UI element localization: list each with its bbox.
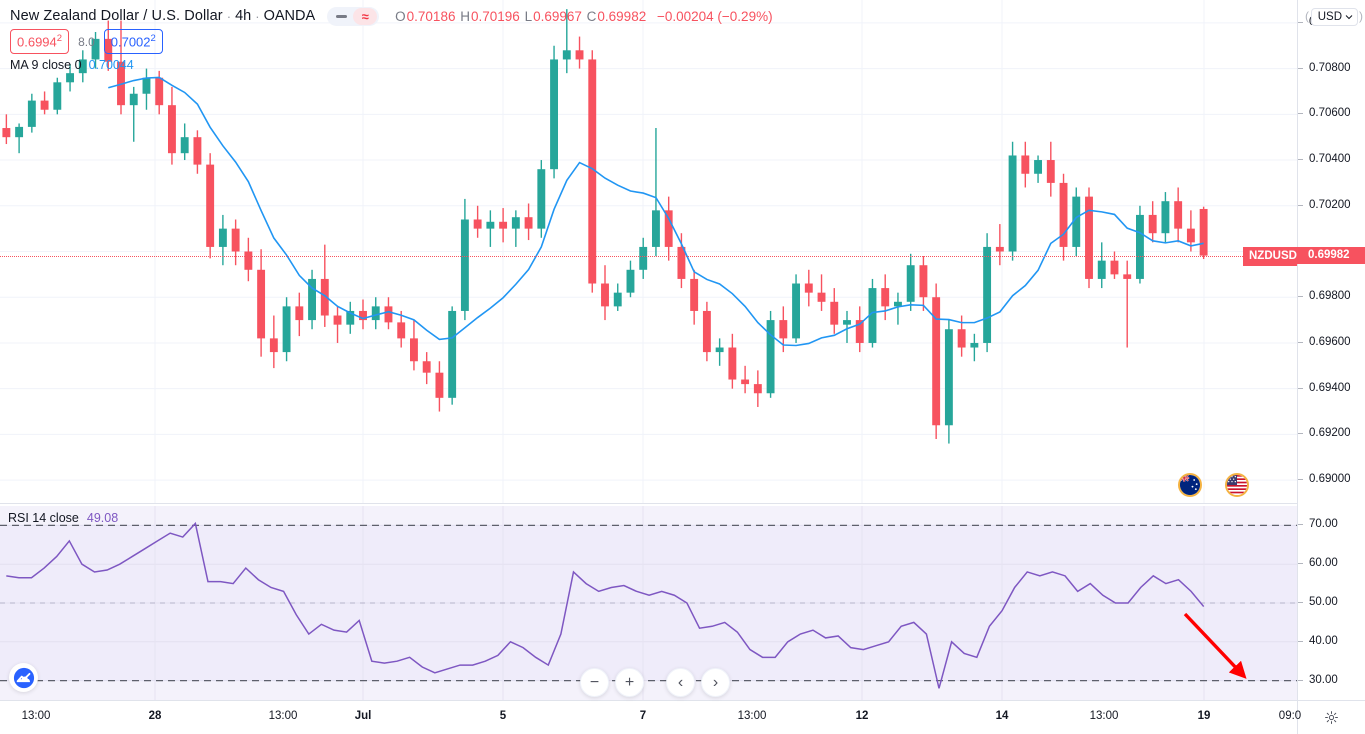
time-axis-tick: 14 <box>995 710 1009 722</box>
chart-cloud-icon <box>13 667 34 688</box>
chevron-down-icon <box>1345 15 1353 20</box>
price-tag-symbol: NZDUSD <box>1249 249 1297 262</box>
chart-legend: New Zealand Dollar / U.S. Dollar · 4h · … <box>10 6 774 72</box>
price-axis[interactable]: ( ) USD 0.710000.708000.706000.704000.70… <box>1297 0 1365 700</box>
price-axis-tick: 0.70600 <box>1298 107 1365 119</box>
currency-label: USD <box>1317 11 1342 23</box>
rsi-axis-tick: 50.00 <box>1298 596 1365 608</box>
time-axis-tick: Jul <box>354 710 372 722</box>
gear-icon <box>1325 711 1338 724</box>
time-axis-tick: 28 <box>148 710 162 722</box>
time-axis-tick: 19 <box>1197 710 1211 722</box>
legend-symbol-row: New Zealand Dollar / U.S. Dollar · 4h · … <box>10 6 774 26</box>
ohlc-values: O0.70186 H0.70196 L0.69967 C0.69982 −0.0… <box>395 9 773 24</box>
symbol-title[interactable]: New Zealand Dollar / U.S. Dollar <box>10 8 223 24</box>
time-axis-tick: 13:00 <box>268 710 298 722</box>
nz-flag-event-icon[interactable] <box>1178 473 1202 497</box>
chart-style-icon[interactable]: ≈ <box>353 7 378 25</box>
close-value: 0.69982 <box>597 8 647 24</box>
ask-value: 0.7002 <box>110 34 151 50</box>
time-axis[interactable]: 13:00 28 13:00 Jul 5 7 13:00 12 14 13:00 19 09:0 <box>0 700 1365 734</box>
time-axis-tick: 13:00 <box>1089 710 1119 722</box>
low-label: L <box>524 8 533 24</box>
rsi-pane[interactable] <box>0 506 1297 700</box>
ma-legend[interactable]: MA 9 close 0 0.70044 <box>10 58 774 72</box>
us-flag-glyph <box>1227 475 1247 495</box>
currency-selector[interactable]: USD <box>1310 8 1358 26</box>
high-value: 0.70196 <box>470 8 520 24</box>
high-label: H <box>460 8 470 24</box>
chart-nav-controls: − + ‹ › <box>580 668 730 697</box>
zoom-out-button[interactable]: − <box>580 668 609 697</box>
rsi-axis-tick: 40.00 <box>1298 635 1365 647</box>
title-separator-2: · <box>255 8 260 24</box>
price-axis-tick: 0.70800 <box>1298 62 1365 74</box>
current-price-axis-badge[interactable]: 0.69982 <box>1297 247 1365 265</box>
tradingview-logo-badge[interactable] <box>9 663 38 692</box>
time-axis-tick: 12 <box>855 710 869 722</box>
rsi-chart-svg <box>0 506 1297 700</box>
open-value: 0.70186 <box>406 8 456 24</box>
open-label: O <box>395 8 406 24</box>
rsi-axis-tick: 30.00 <box>1298 674 1365 686</box>
quote-row: 0.69942 8.0 0.70022 <box>10 29 774 54</box>
bid-value: 0.6994 <box>17 34 57 50</box>
pane-divider <box>0 503 1297 504</box>
change-value: −0.00204 (−0.29%) <box>656 8 773 24</box>
price-axis-tick: 0.70400 <box>1298 153 1365 165</box>
ma-legend-value: 0.70044 <box>88 58 134 72</box>
ask-price[interactable]: 0.70022 <box>103 29 163 54</box>
price-chart-svg <box>0 0 1297 503</box>
ask-sup: 2 <box>150 33 156 45</box>
rsi-legend[interactable]: RSI 14 close 49.08 <box>8 511 118 525</box>
price-axis-tick: 0.69600 <box>1298 336 1365 348</box>
zoom-in-button[interactable]: + <box>615 668 644 697</box>
close-label: C <box>586 8 597 24</box>
rsi-legend-label: RSI 14 close <box>8 511 79 525</box>
bid-price[interactable]: 0.69942 <box>10 29 70 54</box>
time-axis-tick: 5 <box>499 710 507 722</box>
current-price-line <box>0 255 1297 257</box>
exchange-label[interactable]: OANDA <box>263 8 316 24</box>
rsi-legend-value: 49.08 <box>86 511 119 525</box>
spread-value: 8.0 <box>78 34 95 49</box>
time-axis-tick: 09:0 <box>1278 710 1302 722</box>
interval-label[interactable]: 4h <box>235 8 252 24</box>
price-axis-tick: 0.69400 <box>1298 382 1365 394</box>
us-flag-event-icon[interactable]: 8 <box>1225 473 1249 497</box>
currency-paren-close: ) <box>1359 9 1363 23</box>
scroll-right-button[interactable]: › <box>701 668 730 697</box>
price-axis-tick: 0.69000 <box>1298 473 1365 485</box>
price-axis-tick: 0.69800 <box>1298 290 1365 302</box>
title-separator-1: · <box>226 8 232 24</box>
nz-flag-glyph <box>1180 475 1200 495</box>
bid-sup: 2 <box>56 33 63 45</box>
scroll-left-button[interactable]: ‹ <box>666 668 695 697</box>
low-value: 0.69967 <box>533 8 582 24</box>
time-axis-tick: 13:00 <box>737 710 767 722</box>
price-pane[interactable] <box>0 0 1297 503</box>
hide-series-icon[interactable] <box>329 8 353 25</box>
price-axis-tick: 0.70200 <box>1298 199 1365 211</box>
currency-paren-open: ( <box>1305 9 1309 23</box>
rsi-axis-tick: 70.00 <box>1298 518 1365 530</box>
ma-legend-label: MA 9 close 0 <box>10 58 82 72</box>
rsi-axis-tick: 60.00 <box>1298 557 1365 569</box>
price-axis-tick: 0.69200 <box>1298 427 1365 439</box>
time-axis-tick: 13:00 <box>21 710 51 722</box>
legend-action-pills: ≈ <box>327 6 380 26</box>
time-axis-tick: 7 <box>639 710 647 722</box>
chart-settings-button[interactable] <box>1297 701 1365 734</box>
